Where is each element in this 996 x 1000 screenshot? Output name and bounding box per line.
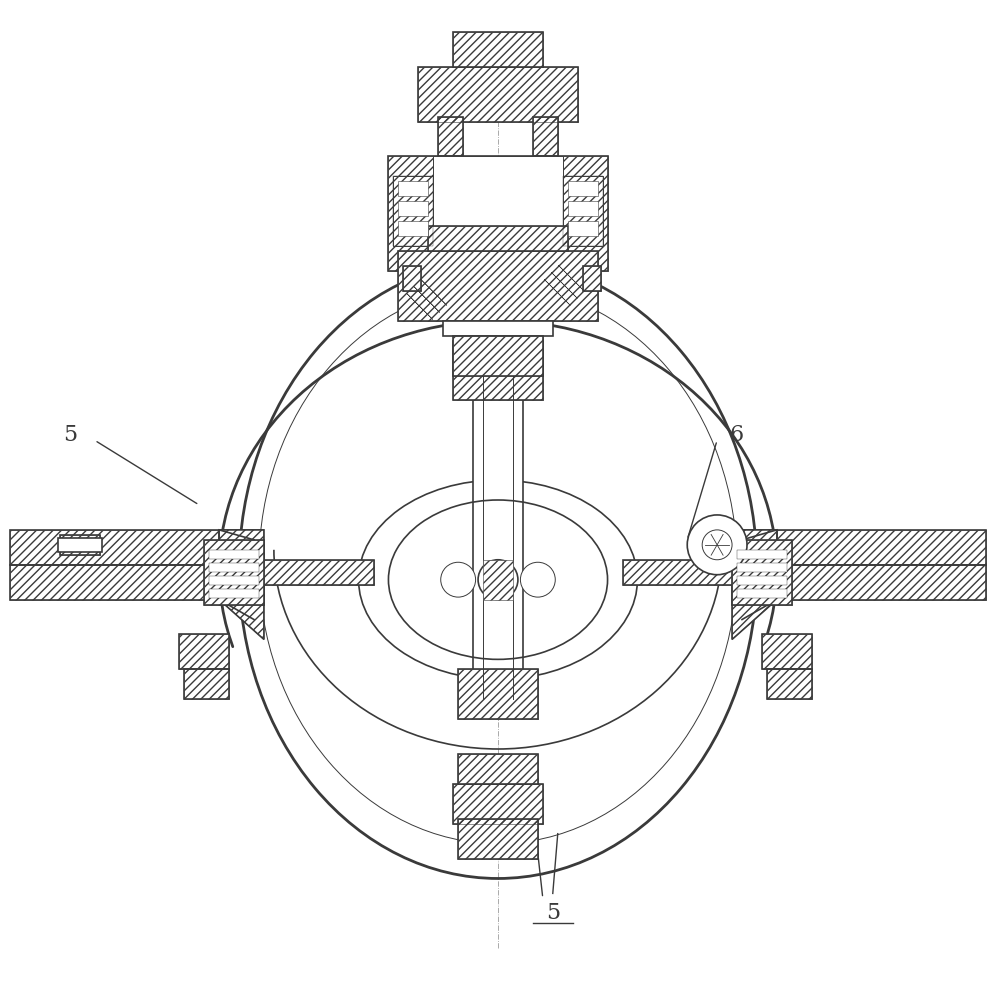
Bar: [583, 266, 601, 291]
Bar: [204, 540, 264, 605]
Bar: [762, 634, 812, 669]
Text: 5: 5: [63, 424, 77, 446]
Bar: [533, 117, 558, 156]
Bar: [388, 156, 608, 271]
Ellipse shape: [441, 562, 476, 597]
Bar: [438, 117, 463, 156]
Bar: [458, 754, 538, 784]
Text: 6: 6: [730, 424, 744, 446]
Bar: [403, 266, 421, 291]
Bar: [453, 32, 543, 67]
Bar: [563, 176, 603, 246]
Bar: [453, 784, 543, 824]
Bar: [179, 634, 229, 669]
Ellipse shape: [259, 286, 737, 844]
Bar: [388, 156, 608, 271]
Bar: [254, 560, 374, 585]
Bar: [737, 576, 787, 585]
Polygon shape: [732, 530, 777, 639]
Bar: [732, 540, 792, 605]
Ellipse shape: [478, 560, 518, 600]
Bar: [453, 341, 543, 400]
Bar: [732, 540, 792, 605]
Bar: [443, 321, 553, 336]
Text: 5: 5: [546, 902, 560, 924]
Ellipse shape: [521, 562, 556, 597]
Bar: [184, 669, 229, 699]
Bar: [60, 535, 100, 555]
Polygon shape: [420, 279, 447, 305]
Bar: [433, 156, 563, 271]
Bar: [737, 563, 787, 572]
Bar: [563, 176, 603, 246]
Bar: [737, 589, 787, 598]
Bar: [209, 576, 259, 585]
Bar: [453, 784, 543, 824]
Bar: [209, 550, 259, 559]
Polygon shape: [777, 530, 986, 565]
Bar: [453, 336, 543, 375]
Bar: [184, 669, 229, 699]
Bar: [453, 336, 543, 375]
Bar: [453, 32, 543, 67]
Bar: [458, 819, 538, 859]
Circle shape: [687, 515, 747, 575]
Polygon shape: [559, 265, 585, 291]
Bar: [622, 560, 742, 585]
Bar: [458, 754, 538, 784]
Polygon shape: [413, 286, 440, 312]
Polygon shape: [544, 279, 571, 305]
Bar: [428, 226, 568, 251]
Bar: [767, 669, 812, 699]
Bar: [568, 201, 598, 216]
Bar: [737, 550, 787, 559]
Bar: [398, 251, 598, 321]
Polygon shape: [219, 530, 264, 639]
Bar: [533, 117, 558, 156]
Bar: [622, 560, 742, 585]
Polygon shape: [551, 272, 578, 298]
Bar: [209, 589, 259, 598]
Bar: [60, 535, 100, 555]
Bar: [398, 181, 428, 196]
Bar: [58, 538, 102, 552]
Bar: [254, 560, 374, 585]
Bar: [583, 266, 601, 291]
Bar: [568, 221, 598, 236]
Bar: [428, 226, 568, 251]
Bar: [204, 540, 264, 605]
Bar: [438, 117, 463, 156]
Bar: [767, 669, 812, 699]
Polygon shape: [10, 565, 219, 600]
Bar: [398, 251, 598, 321]
Bar: [453, 341, 543, 400]
Bar: [762, 634, 812, 669]
Bar: [568, 181, 598, 196]
Polygon shape: [10, 530, 219, 565]
Bar: [483, 560, 513, 600]
Polygon shape: [777, 565, 986, 600]
Bar: [473, 351, 523, 699]
Bar: [209, 563, 259, 572]
Polygon shape: [406, 293, 432, 319]
Bar: [458, 669, 538, 719]
Bar: [418, 67, 578, 122]
Bar: [418, 67, 578, 122]
Bar: [403, 266, 421, 291]
Bar: [458, 819, 538, 859]
Bar: [398, 201, 428, 216]
Bar: [398, 221, 428, 236]
Bar: [458, 669, 538, 719]
Ellipse shape: [359, 480, 637, 679]
Ellipse shape: [239, 261, 757, 878]
Bar: [393, 176, 433, 246]
Bar: [393, 176, 433, 246]
Bar: [179, 634, 229, 669]
Circle shape: [702, 530, 732, 560]
